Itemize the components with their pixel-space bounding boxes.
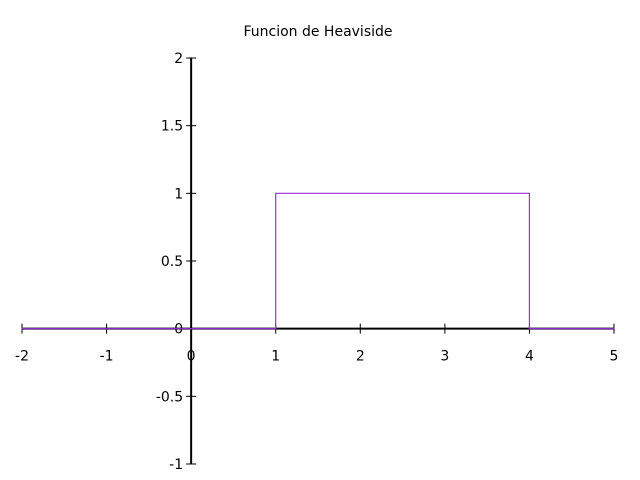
series-point [613,328,615,330]
x-tick-label: -2 [15,349,29,365]
y-tick-label: 1.5 [161,119,183,135]
x-tick-label: 4 [525,349,534,365]
series-point [275,328,277,330]
axes [22,58,614,464]
y-tick-label: -0.5 [156,389,183,405]
series-point [528,192,531,194]
chart-title: Funcion de Heaviside [243,24,392,40]
y-tick-label: 0.5 [161,254,183,270]
series-point [21,328,23,330]
y-tick-label: -1 [169,457,183,473]
y-tick-label: 1 [174,186,183,202]
y-tick-label: 2 [174,51,183,67]
x-tick-label: -1 [100,349,114,365]
y-axis-ticks: -1 -0.5 0 0.5 1 1.5 2 [156,51,197,473]
series-point [528,328,531,330]
x-tick-label: 5 [610,349,619,365]
series-point [275,192,277,194]
series-line [22,192,614,330]
x-tick-label: 0 [187,349,196,365]
x-tick-label: 3 [440,349,449,365]
x-tick-label: 2 [356,349,365,365]
x-tick-label: 1 [271,349,280,365]
x-axis-ticks: -2 -1 0 1 2 3 4 5 [15,323,619,365]
y-tick-label: 0 [174,322,183,338]
series-group [21,192,615,330]
